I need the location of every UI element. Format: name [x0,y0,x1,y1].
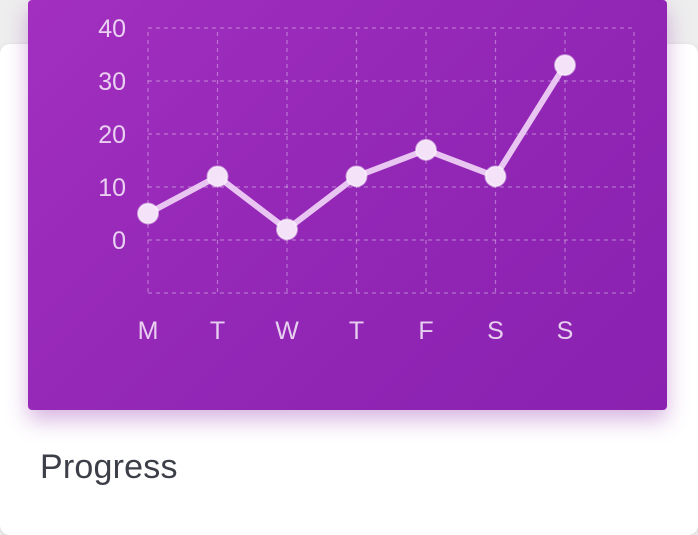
progress-line-chart: 0 10 20 30 40 M T W T F S S [98,15,635,345]
data-point [484,165,507,188]
x-tick-label: M [138,317,159,345]
card-title: Progress [40,448,178,486]
y-axis-ticks: 0 10 20 30 40 [98,15,126,255]
chart-series [137,54,576,241]
chart-panel: 0 10 20 30 40 M T W T F S S [28,0,667,410]
y-tick-label: 20 [98,121,126,149]
y-tick-label: 30 [98,68,126,96]
x-tick-label: T [210,317,225,345]
x-tick-label: F [418,317,433,345]
data-point [345,165,368,188]
data-point [276,218,298,241]
data-point [554,54,576,77]
y-tick-label: 10 [98,174,126,202]
y-tick-label: 0 [112,227,126,255]
chart-grid [147,27,635,294]
y-tick-label: 40 [98,15,126,43]
data-point [206,165,229,188]
data-point [137,202,159,225]
data-point [415,138,437,161]
x-tick-label: T [349,317,364,345]
x-tick-label: S [487,317,504,345]
x-tick-label: W [275,317,299,345]
x-tick-label: S [557,317,574,345]
